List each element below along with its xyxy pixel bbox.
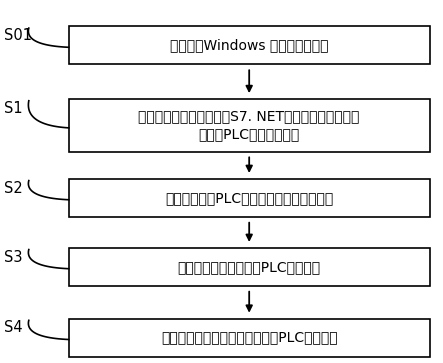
Text: S1: S1: [4, 101, 23, 116]
Text: S4: S4: [4, 321, 23, 335]
Text: S2: S2: [4, 180, 23, 196]
Text: S01: S01: [4, 28, 32, 43]
Text: 基于所述界面样式信息显示所述PLC数据信息: 基于所述界面样式信息显示所述PLC数据信息: [161, 331, 338, 344]
Bar: [69, 248, 430, 286]
Text: 利用时钟控件实时读取PLC数据信息: 利用时钟控件实时读取PLC数据信息: [178, 260, 321, 274]
Bar: [69, 179, 430, 217]
Text: 接收创建Windows 窗体应用的指令: 接收创建Windows 窗体应用的指令: [170, 38, 328, 52]
Bar: [69, 99, 430, 152]
Bar: [69, 26, 430, 65]
Text: 接收用于显示PLC数据信息的界面样式信息: 接收用于显示PLC数据信息的界面样式信息: [165, 191, 333, 205]
Bar: [69, 319, 430, 356]
Text: S3: S3: [4, 250, 23, 265]
Text: 接收通讯设置信息，利用S7. NET库文件根据通讯设置
信息与PLC建立通讯连接: 接收通讯设置信息，利用S7. NET库文件根据通讯设置 信息与PLC建立通讯连接: [139, 109, 360, 142]
